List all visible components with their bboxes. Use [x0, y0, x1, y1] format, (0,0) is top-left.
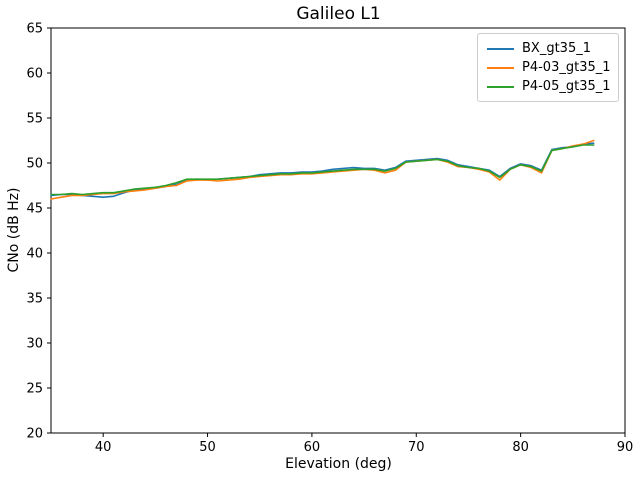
series-line-P4-03_gt35_1: [50, 139, 595, 200]
legend-item: BX_gt35_1: [487, 39, 610, 58]
chart-title: Galileo L1: [296, 4, 381, 24]
legend-item-label: P4-03_gt35_1: [522, 60, 611, 75]
x-tick-label: 70: [408, 440, 425, 455]
y-tick-label: 65: [26, 22, 43, 37]
x-tick-label: 60: [304, 440, 321, 455]
x-tick-label: 40: [95, 440, 112, 455]
y-tick-label: 35: [26, 292, 43, 307]
legend: BX_gt35_1 P4-03_gt35_1 P4-05_gt35_1: [477, 33, 619, 102]
y-tick-label: 55: [26, 112, 43, 127]
y-tick-label: 30: [26, 337, 43, 352]
x-axis-label: Elevation (deg): [285, 456, 392, 472]
y-tick-label: 25: [26, 382, 43, 397]
legend-line-swatch: [487, 85, 514, 88]
x-tick-label: 80: [512, 440, 529, 455]
legend-item: P4-05_gt35_1: [487, 77, 611, 96]
legend-line-swatch: [487, 47, 514, 50]
y-tick-label: 40: [26, 247, 43, 262]
axes-frame: [50, 27, 626, 434]
y-tick-label: 45: [26, 202, 43, 217]
x-tick-label: 50: [199, 440, 216, 455]
legend-item-label: BX_gt35_1: [522, 41, 591, 56]
y-tick-label: 20: [26, 427, 43, 442]
y-axis-label: CNo (dB Hz): [6, 187, 22, 273]
series-line-P4-05_gt35_1: [50, 144, 595, 196]
legend-item-label: P4-05_gt35_1: [522, 79, 611, 94]
legend-line-swatch: [487, 66, 514, 69]
legend-item: P4-03_gt35_1: [487, 58, 611, 77]
y-tick-label: 50: [26, 157, 43, 172]
x-tick-label: 90: [617, 440, 634, 455]
y-tick-label: 60: [26, 67, 43, 82]
